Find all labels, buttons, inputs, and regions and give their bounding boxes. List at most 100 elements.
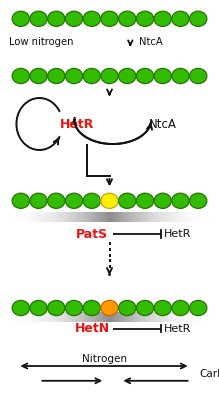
Ellipse shape <box>189 11 207 26</box>
Bar <box>26 212 27 222</box>
Bar <box>72 212 73 222</box>
Bar <box>112 212 113 222</box>
Bar <box>176 212 177 222</box>
Bar <box>135 212 136 222</box>
Bar <box>8 212 9 222</box>
Bar <box>123 312 124 322</box>
Bar <box>64 212 65 222</box>
Bar <box>106 212 107 222</box>
Bar <box>27 212 28 222</box>
Bar <box>120 212 121 222</box>
Ellipse shape <box>189 68 207 84</box>
Bar <box>159 312 160 322</box>
Ellipse shape <box>30 193 47 208</box>
Ellipse shape <box>189 193 207 208</box>
Bar <box>119 212 120 222</box>
Bar <box>19 312 20 322</box>
Bar <box>95 212 96 222</box>
Bar <box>25 312 26 322</box>
Bar <box>72 312 73 322</box>
Bar <box>63 312 64 322</box>
Bar <box>160 312 161 322</box>
Bar <box>129 312 130 322</box>
Bar <box>112 312 113 322</box>
Bar <box>61 212 62 222</box>
Ellipse shape <box>154 68 171 84</box>
Bar <box>137 212 138 222</box>
Bar <box>93 312 94 322</box>
Bar <box>202 212 203 222</box>
Bar <box>143 212 144 222</box>
Ellipse shape <box>154 11 171 26</box>
Bar <box>194 212 195 222</box>
Bar <box>77 212 78 222</box>
Bar <box>115 212 116 222</box>
Bar <box>78 312 79 322</box>
Bar <box>146 212 147 222</box>
Bar <box>161 312 162 322</box>
Bar <box>71 212 72 222</box>
Ellipse shape <box>154 300 171 316</box>
Bar <box>36 312 37 322</box>
Bar <box>154 312 155 322</box>
Bar <box>107 312 108 322</box>
Bar <box>152 212 153 222</box>
Bar <box>128 312 129 322</box>
Bar <box>163 312 164 322</box>
Ellipse shape <box>172 68 189 84</box>
Ellipse shape <box>65 68 83 84</box>
Bar <box>179 212 180 222</box>
Bar <box>156 312 157 322</box>
Ellipse shape <box>48 68 65 84</box>
Text: PatS: PatS <box>76 228 108 240</box>
Bar <box>162 212 163 222</box>
Bar <box>194 312 195 322</box>
Bar <box>21 312 22 322</box>
Bar <box>89 212 90 222</box>
Bar <box>140 212 141 222</box>
Bar <box>202 312 203 322</box>
Bar <box>207 212 208 222</box>
Bar <box>87 212 88 222</box>
Bar <box>200 212 201 222</box>
Bar <box>190 212 191 222</box>
Bar <box>189 212 190 222</box>
Bar <box>186 312 187 322</box>
Bar <box>80 212 81 222</box>
Bar <box>182 312 183 322</box>
Bar <box>181 312 182 322</box>
Ellipse shape <box>12 300 29 316</box>
Bar <box>17 212 18 222</box>
Bar <box>189 312 190 322</box>
Bar <box>64 312 65 322</box>
Bar <box>15 212 16 222</box>
Bar <box>122 312 123 322</box>
Bar <box>166 212 167 222</box>
Bar <box>165 212 166 222</box>
Bar <box>76 212 77 222</box>
Bar <box>11 212 12 222</box>
Bar <box>178 212 179 222</box>
Bar <box>86 312 87 322</box>
Bar <box>44 212 45 222</box>
Bar <box>45 312 46 322</box>
Bar <box>87 312 88 322</box>
Bar <box>204 212 205 222</box>
Ellipse shape <box>12 68 29 84</box>
Bar <box>133 212 134 222</box>
Bar <box>75 212 76 222</box>
Bar <box>12 212 13 222</box>
Bar <box>170 312 171 322</box>
Bar <box>180 312 181 322</box>
Bar <box>157 212 158 222</box>
Bar <box>209 312 210 322</box>
Bar <box>65 312 66 322</box>
Bar <box>183 212 184 222</box>
Bar <box>156 212 157 222</box>
Bar <box>32 212 33 222</box>
Text: Low nitrogen: Low nitrogen <box>9 36 73 46</box>
Bar <box>211 312 212 322</box>
Bar <box>131 212 132 222</box>
Ellipse shape <box>12 193 29 208</box>
Ellipse shape <box>48 300 65 316</box>
